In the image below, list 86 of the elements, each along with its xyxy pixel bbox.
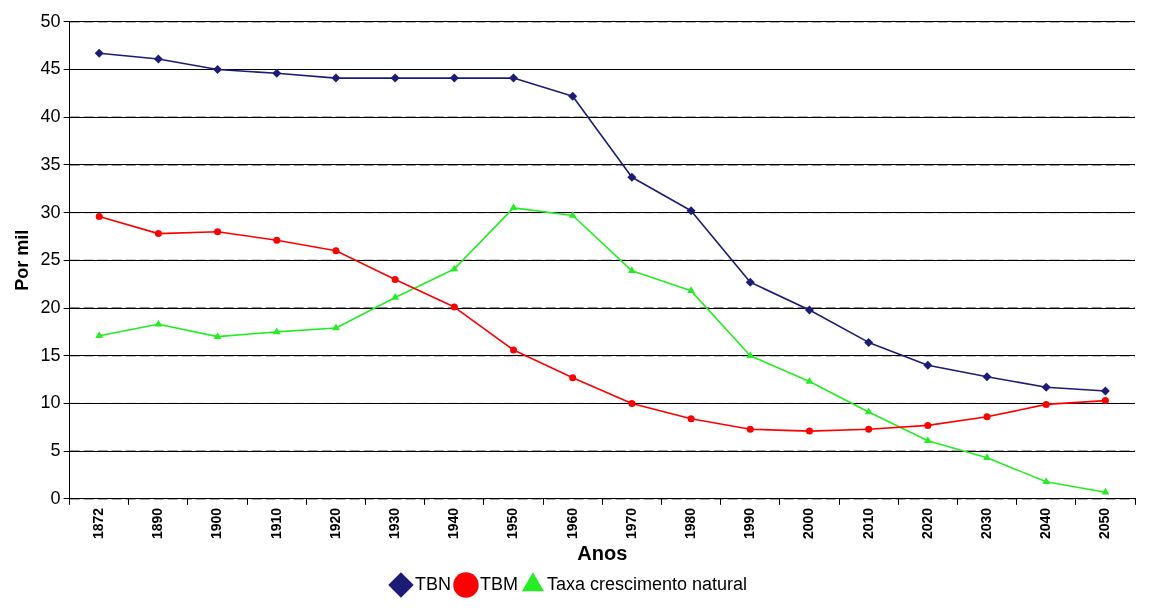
point [627,172,637,182]
point [983,413,991,421]
y-tick-label: 15 [40,344,61,365]
x-tick-label: 1950 [504,507,521,540]
point [509,203,518,211]
point [213,65,223,75]
point [865,425,873,433]
point [272,68,282,78]
point [805,427,813,435]
legend-label: TBM [479,573,518,594]
point [746,351,755,358]
y-tick-label: 25 [40,249,61,270]
point [153,54,163,64]
x-tick-label: 1890 [149,507,166,540]
y-tick-label: 20 [40,297,61,317]
point [1042,400,1050,408]
point [805,377,814,384]
point [804,305,814,315]
x-tick-label: 1970 [622,507,639,540]
y-tick-label: 30 [40,201,61,222]
point [509,73,519,83]
point [864,337,874,347]
y-tick-label: 10 [40,392,61,413]
y-tick-label: 50 [40,10,61,31]
point [982,372,992,382]
point [628,399,636,407]
point [331,73,341,83]
x-tick-label: 2040 [1037,507,1054,540]
point [450,303,458,311]
x-tick-label: 2000 [800,507,817,540]
point [983,453,991,461]
x-axis-title: Anos [577,541,628,564]
point [450,264,459,272]
point [95,331,104,338]
point [628,266,636,274]
point [154,319,163,327]
point [391,275,399,283]
point [568,91,578,101]
y-tick-label: 45 [40,58,61,79]
x-tick-label: 1930 [386,507,403,540]
legend-label: TBN [414,573,451,594]
legend-label: Taxa crescimento natural [546,573,748,594]
point [687,415,695,423]
x-tick-label: 1980 [681,507,698,540]
point [923,436,932,443]
x-tick-label: 1872 [90,507,107,540]
point [569,374,577,382]
x-tick-label: 2010 [859,507,876,540]
point [510,346,518,354]
point [1100,386,1110,396]
point [94,48,104,58]
y-tick-label: 40 [40,106,61,127]
x-tick-label: 1940 [445,507,462,540]
point [273,236,281,244]
point [864,407,873,415]
x-tick-label: 1910 [267,507,284,540]
point [1101,397,1109,405]
x-tick-label: 1990 [741,507,758,540]
y-tick-label: 35 [40,153,61,174]
point [391,293,400,300]
point [213,332,222,339]
point [745,277,755,287]
point [449,73,459,83]
x-tick-label: 1960 [563,507,580,540]
point [214,228,222,236]
x-tick-label: 2020 [918,507,935,540]
x-tick-label: 1900 [208,507,225,540]
y-tick-label: 0 [50,487,61,508]
x-tick-label: 2030 [977,507,994,540]
point [924,421,932,429]
point [390,73,400,83]
point [568,210,577,218]
point [687,286,695,294]
point [1042,477,1051,484]
y-axis-title: Por mil [11,229,32,291]
point [154,230,162,238]
x-tick-label: 2050 [1096,507,1113,540]
y-tick-label: 5 [50,440,61,461]
point [332,247,340,255]
point [686,206,696,216]
point [746,425,754,433]
point [95,212,103,220]
point [923,360,933,370]
point [1041,382,1051,392]
x-tick-label: 1920 [326,507,343,540]
point [272,327,281,335]
